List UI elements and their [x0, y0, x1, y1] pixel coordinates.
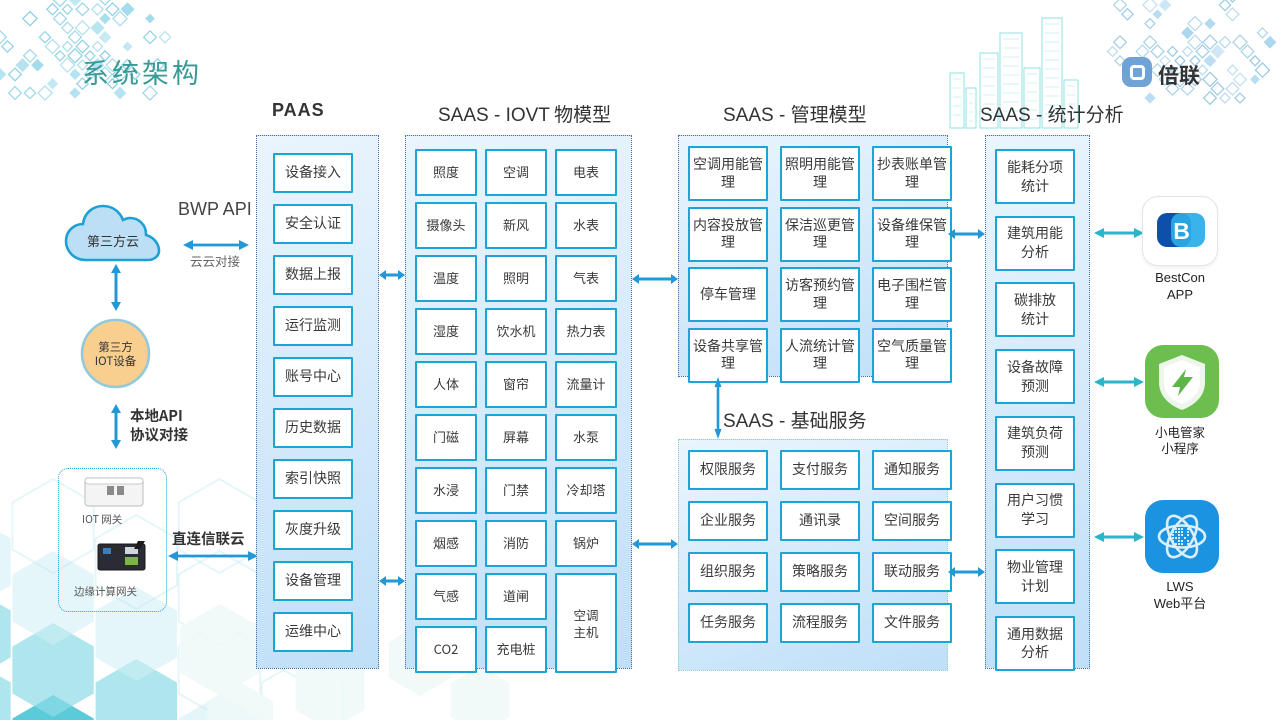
svg-text:B: B — [1173, 218, 1190, 244]
svg-text:IOT设备: IOT设备 — [95, 353, 137, 369]
svg-text:第三方云: 第三方云 — [87, 231, 139, 250]
